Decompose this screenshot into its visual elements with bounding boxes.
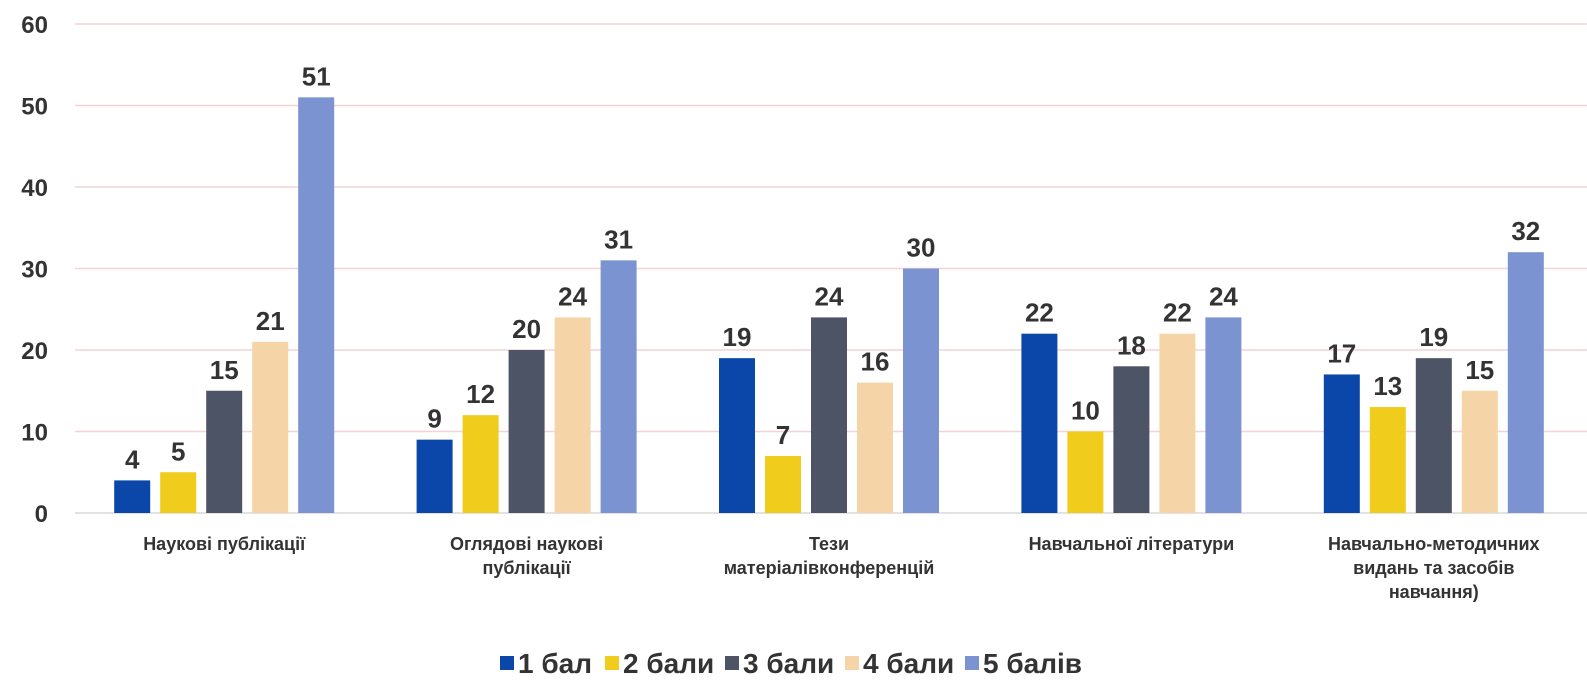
data-label: 18: [1117, 330, 1146, 360]
legend-swatch: [845, 656, 859, 670]
bar: [252, 341, 289, 513]
bar: [600, 260, 637, 513]
bar: [811, 317, 847, 513]
bar: [765, 455, 801, 513]
data-label: 19: [1419, 322, 1448, 352]
bar: [1159, 333, 1196, 513]
data-label: 22: [1025, 298, 1054, 328]
legend-label: 5 балів: [983, 648, 1082, 679]
data-label: 10: [1071, 396, 1100, 426]
legend-swatch: [605, 656, 619, 670]
data-label: 24: [1209, 281, 1238, 311]
data-label: 24: [815, 281, 844, 311]
y-tick-label: 30: [21, 257, 48, 284]
data-label: 30: [907, 233, 936, 263]
bar: [114, 480, 151, 513]
data-label: 16: [861, 347, 890, 377]
bar: [462, 415, 499, 513]
y-tick-label: 50: [21, 94, 48, 121]
legend-swatch: [500, 656, 514, 670]
data-label: 4: [125, 444, 140, 474]
bar: [416, 439, 453, 513]
y-tick-label: 0: [35, 501, 48, 528]
y-tick-label: 40: [21, 175, 48, 202]
bar: [298, 97, 335, 513]
bar: [160, 472, 197, 513]
data-label: 5: [171, 436, 185, 466]
legend-label: 1 бал: [518, 648, 592, 679]
bar: [1323, 374, 1360, 513]
y-tick-label: 10: [21, 420, 48, 447]
data-label: 32: [1511, 216, 1540, 246]
data-label: 17: [1327, 338, 1356, 368]
y-tick-label: 20: [21, 338, 48, 365]
data-label: 51: [302, 61, 331, 91]
data-label: 20: [512, 314, 541, 344]
data-label: 15: [210, 355, 239, 385]
data-label: 9: [427, 404, 441, 434]
data-label: 13: [1373, 371, 1402, 401]
data-label: 21: [256, 306, 285, 336]
bar: [1507, 252, 1544, 513]
legend-label: 2 бали: [623, 648, 714, 679]
data-label: 24: [558, 281, 587, 311]
y-tick-label: 60: [21, 12, 48, 39]
x-tick-label: Навчально-методичних видань та засобів нав…: [1328, 534, 1540, 602]
bar: [1021, 333, 1058, 513]
bar: [1461, 390, 1498, 513]
legend-swatch: [965, 656, 979, 670]
x-tick-label: Наукові публікації: [143, 534, 306, 554]
x-tick-label: Тези матеріалівконференцій: [724, 534, 935, 578]
data-label: 12: [466, 379, 495, 409]
legend-label: 3 бали: [743, 648, 834, 679]
bar: [1113, 366, 1150, 513]
bar: [508, 350, 545, 513]
legend-swatch: [725, 656, 739, 670]
bar: [1067, 431, 1104, 513]
x-tick-label: Оглядові наукові публікації: [450, 534, 603, 578]
data-label: 7: [776, 420, 790, 450]
bar: [1369, 407, 1406, 513]
data-label: 19: [723, 322, 752, 352]
legend-label: 4 бали: [863, 648, 954, 679]
bar: [1205, 317, 1242, 513]
data-label: 15: [1465, 355, 1494, 385]
bar: [903, 268, 939, 513]
bar: [719, 358, 755, 513]
bar: [1415, 358, 1452, 513]
bar: [554, 317, 591, 513]
data-label: 31: [604, 224, 633, 254]
data-label: 22: [1163, 298, 1192, 328]
bar: [857, 382, 893, 513]
bar: [206, 390, 243, 513]
x-tick-label: Навчальної літератури: [1029, 534, 1235, 554]
